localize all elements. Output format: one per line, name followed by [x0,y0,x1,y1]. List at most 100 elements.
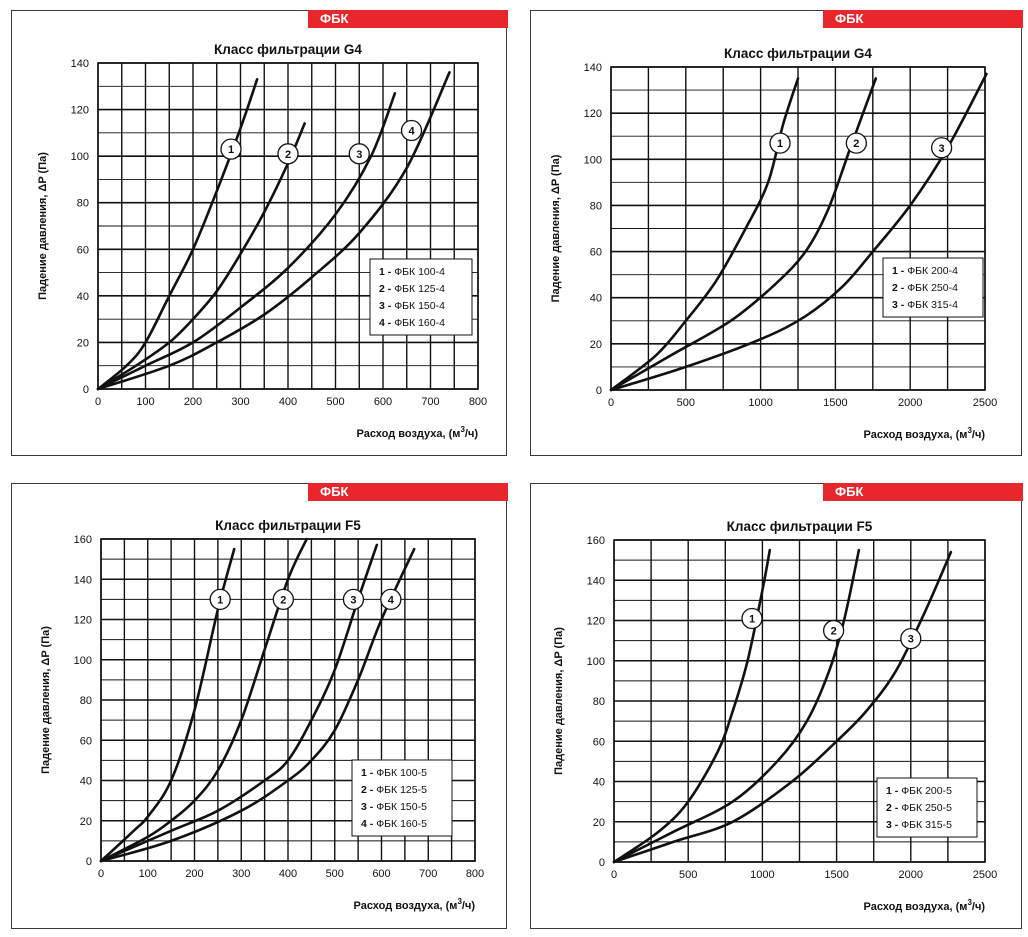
y-tick-label: 80 [77,198,89,210]
series-marker-label: 2 [285,149,291,161]
legend-item: 3 - ФБК 315-5 [886,819,952,831]
series-marker-circle [845,132,867,154]
plot-frame [97,62,479,390]
y-tick-label: 0 [86,856,92,868]
legend-item-dash: - [385,266,394,278]
legend-item: 1 - ФБК 200-5 [886,785,952,797]
y-tick-label: 120 [74,615,92,627]
x-axis-label-main: Расход воздуха, (м [864,901,968,913]
legend-item-dash: - [385,283,394,295]
legend-box [369,258,473,336]
x-axis-label-end: /ч) [462,900,475,912]
x-axis-label-sup: 3 [460,425,465,434]
legend-item-dash: - [385,317,394,329]
series-marker-label: 3 [908,634,914,646]
x-axis-label-main: Расход воздуха, (м [357,428,461,440]
legend-item-number: 1 [886,785,892,797]
x-tick-label: 1500 [823,397,847,409]
series-marker-label: 3 [356,149,362,161]
series-marker-label: 4 [388,594,395,606]
y-tick-label: 60 [590,247,602,259]
legend-item-number: 3 [379,300,385,312]
legend-item-dash: - [898,282,907,294]
plot-frame [613,539,986,863]
legend-item: 4 - ФБК 160-5 [361,818,427,830]
series-marker-circle [277,143,299,165]
y-tick-label: 0 [599,857,605,869]
x-tick-label: 0 [95,396,101,408]
legend-item-text: ФБК 160-4 [394,317,445,329]
y-tick-label: 60 [77,244,89,256]
legend-item-text: ФБК 100-4 [394,266,445,278]
legend-item-dash: - [367,767,376,779]
chart-panel-f5-small: ФБК Класс фильтрации F5 0 100 200 300 400 500 6… [11,483,508,929]
legend-item-text: ФБК 125-5 [376,784,427,796]
legend-box [882,257,984,318]
x-axis-label: Расход воздуха, (м3/ч) [354,897,476,912]
x-axis-label-sup: 3 [967,898,972,907]
series-marker-circle [822,619,845,642]
y-tick-label: 80 [593,696,605,708]
series-curve-2 [96,122,306,391]
plot-frame [610,66,986,391]
y-tick-label: 140 [587,575,605,587]
legend-item-text: ФБК 315-4 [907,299,958,311]
legend-item: 3 - ФБК 150-5 [361,801,427,813]
y-tick-label: 20 [80,816,92,828]
y-tick-label: 100 [74,655,92,667]
x-axis-label: Расход воздуха, (м3/ч) [864,898,986,913]
legend-item-dash: - [892,819,901,831]
grid [97,62,479,390]
chart-title: Класс фильтрации G4 [214,42,362,57]
series-marker-label: 3 [939,143,945,155]
legend-item-text: ФБК 125-4 [394,283,445,295]
x-axis-label-sup: 3 [457,897,462,906]
x-tick-label: 600 [372,868,390,880]
y-axis-label: Падение давления, ΔP (Па) [553,627,565,775]
y-tick-label: 160 [74,534,92,546]
y-tick-label: 120 [71,105,89,117]
x-tick-label: 300 [231,396,249,408]
legend-item-number: 3 [361,801,367,813]
series-curve-3 [99,543,379,863]
grid [610,66,986,391]
series-marker-label: 3 [350,594,356,606]
legend-box [876,777,978,838]
legend-item: 4 - ФБК 160-4 [379,317,445,329]
y-tick-label: 140 [584,62,602,74]
y-tick-label: 20 [590,339,602,351]
legend-box [351,759,453,837]
legend-item-dash: - [385,300,394,312]
legend-item-dash: - [367,801,376,813]
series-marker-label: 4 [408,126,415,138]
legend-item-number: 1 [361,767,367,779]
legend-item: 2 - ФБК 250-4 [892,282,958,294]
series-marker-label: 1 [217,594,223,606]
legend-item-dash: - [892,802,901,814]
chart-panel-g4-small: ФБК Класс фильтрации G4 0 100 200 300 400 500 6… [11,10,508,456]
y-tick-label: 80 [80,695,92,707]
y-tick-label: 60 [80,735,92,747]
legend-item-number: 2 [892,282,898,294]
legend-item: 2 - ФБК 125-5 [361,784,427,796]
legend-item-dash: - [367,784,376,796]
series-curve-1 [609,77,800,392]
legend-item-number: 1 [892,265,898,277]
y-tick-label: 40 [80,776,92,788]
x-axis-label-sup: 3 [967,426,972,435]
x-tick-label: 200 [184,396,202,408]
y-tick-label: 80 [590,200,602,212]
legend-item: 2 - ФБК 125-4 [379,283,445,295]
series-marker-circle [348,143,370,165]
legend-item-number: 2 [361,784,367,796]
legend-item: 3 - ФБК 315-4 [892,299,958,311]
x-tick-label: 500 [679,869,697,881]
x-tick-label: 2500 [973,397,997,409]
plot-frame [100,538,476,862]
y-tick-label: 20 [593,817,605,829]
legend-item-number: 3 [892,299,898,311]
x-tick-label: 400 [279,396,297,408]
x-tick-label: 500 [677,397,695,409]
series-marker-circle [741,607,763,630]
x-axis-label-end: /ч) [465,428,478,440]
